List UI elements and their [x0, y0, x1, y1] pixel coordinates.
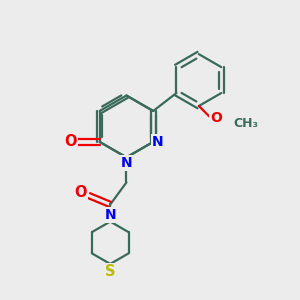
Text: N: N: [121, 156, 132, 170]
Text: O: O: [64, 134, 76, 149]
Text: CH₃: CH₃: [233, 117, 258, 130]
Text: N: N: [152, 135, 164, 149]
Text: N: N: [104, 208, 116, 222]
Text: O: O: [75, 185, 87, 200]
Text: S: S: [105, 264, 116, 279]
Text: O: O: [210, 111, 222, 125]
